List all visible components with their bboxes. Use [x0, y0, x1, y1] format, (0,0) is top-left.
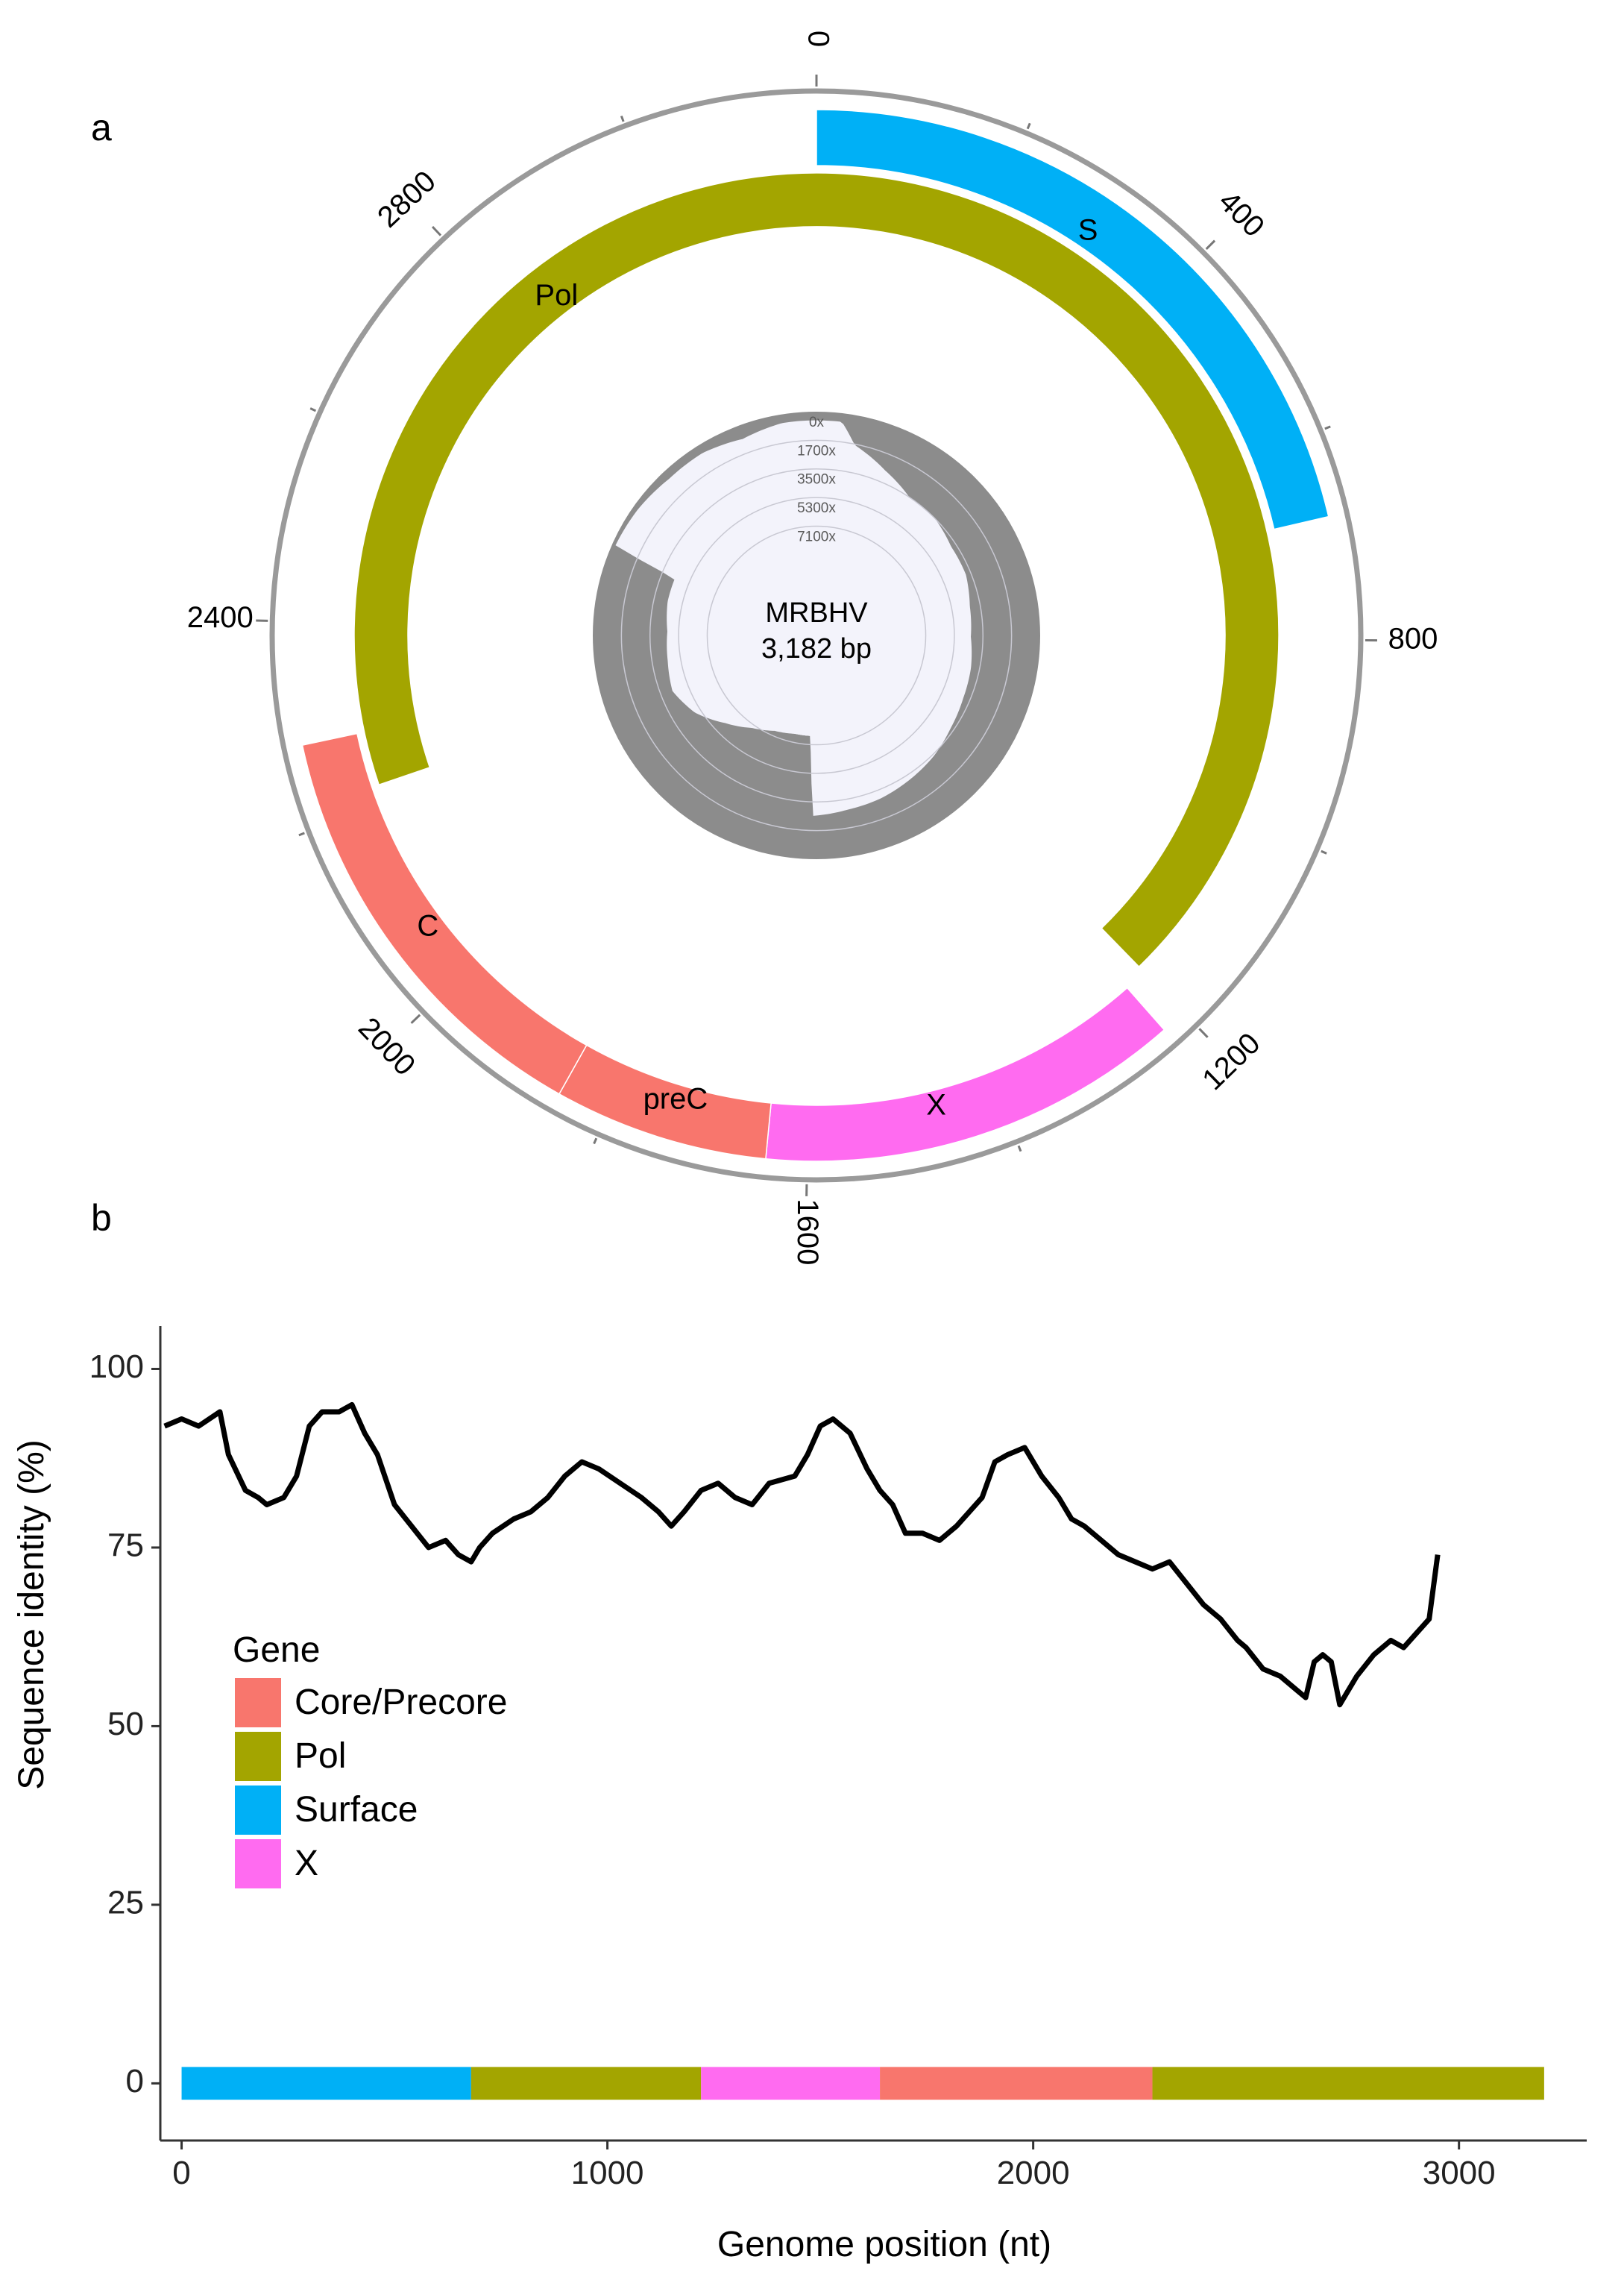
ring-tick: [1205, 239, 1216, 250]
coverage-grid-circle: [649, 468, 984, 803]
ring-tick-label: 800: [1388, 623, 1438, 656]
outer-ring: [269, 88, 1364, 1183]
coverage-ring-label: 7100x: [797, 529, 836, 544]
x-axis: 0 1000 2000 3000: [160, 2139, 1587, 2191]
ring-tick-label: 1600: [791, 1199, 824, 1265]
identity-line: [163, 1401, 1441, 1708]
x-tick-label: 2000: [997, 2155, 1070, 2191]
center-label-line: MRBHV: [765, 597, 868, 629]
center-label-line: 3,182 bp: [761, 633, 872, 665]
ring-tick: [431, 225, 442, 236]
coverage-grid-circle: [678, 497, 955, 774]
ring-tick: [620, 116, 625, 122]
ring-tick: [309, 407, 317, 412]
ring-tick-label: 2400: [187, 601, 254, 634]
y-tick-label: 50: [107, 1706, 144, 1742]
coverage-grid-circle: [706, 525, 927, 746]
identity-plot: 0 25 50 75 100 0 1000 2000 3000 Gene Core/Precor…: [12, 1326, 1587, 2264]
ring-tick: [1198, 1028, 1209, 1038]
ring-tick: [1017, 1145, 1022, 1152]
coverage-ring-label: 1700x: [797, 443, 836, 459]
x-axis-title: Genome position (nt): [717, 2225, 1051, 2264]
y-tick-label: 75: [107, 1527, 144, 1564]
gene-bar-segment: [1152, 2067, 1544, 2100]
identity-series-line: [163, 1401, 1441, 1708]
gene-label-pol: Pol: [535, 279, 578, 312]
y-tick-label: 100: [89, 1348, 144, 1385]
ring-tick: [410, 1014, 421, 1024]
legend-swatch: [235, 1786, 281, 1835]
coverage-track: 0x 1700x 3500x 5300x 7100x: [593, 412, 1040, 859]
legend-swatch: [235, 1839, 281, 1888]
gene-arc-c: [301, 732, 588, 1095]
gene-label-prec: preC: [643, 1083, 708, 1116]
legend: Gene Core/Precore Pol Surface X: [233, 1630, 507, 1888]
gene-arc-x: [765, 987, 1165, 1162]
legend-label: X: [295, 1844, 318, 1883]
ring-tick-label: 400: [1212, 185, 1271, 243]
gene-bar: [181, 2067, 1544, 2100]
panel-label-b: b: [91, 1197, 112, 1239]
gene-arcs: [301, 109, 1329, 1162]
legend-title: Gene: [233, 1630, 320, 1670]
ring-tick: [298, 832, 305, 837]
y-axis-title: Sequence identity (%): [12, 1439, 51, 1790]
ring-tick-label: 0: [802, 31, 834, 47]
coverage-ring-label: 5300x: [797, 500, 836, 516]
plot-area: [160, 1326, 1587, 2141]
x-tick-label: 0: [172, 2155, 190, 2191]
legend-label: Surface: [295, 1790, 418, 1830]
gene-bar-segment: [181, 2067, 471, 2100]
center-label: MRBHV 3,182 bp: [761, 597, 872, 665]
legend-label: Pol: [295, 1736, 346, 1776]
gene-arc-pol: [353, 172, 1280, 968]
y-tick-label: 25: [107, 1885, 144, 1921]
coverage-ring-label: 3500x: [797, 472, 836, 488]
gene-arc-s: [816, 109, 1329, 530]
gene-bar-segment: [701, 2067, 881, 2100]
y-tick-label: 0: [126, 2063, 144, 2099]
gene-label-c: C: [417, 909, 438, 942]
legend-swatch: [235, 1732, 281, 1781]
coverage-ring-label: 0x: [809, 415, 825, 430]
gene-bar-segment: [880, 2067, 1153, 2100]
gene-label-x: X: [926, 1088, 946, 1121]
ring-tick: [1321, 849, 1327, 855]
ring-tick-label: 2800: [371, 165, 442, 234]
legend-label: Core/Precore: [295, 1683, 507, 1722]
gene-label-s: S: [1078, 214, 1098, 247]
ring-tick: [1324, 425, 1331, 430]
x-tick-label: 3000: [1423, 2155, 1496, 2191]
gene-bar-segment: [470, 2067, 702, 2100]
coverage-grid-circle: [620, 439, 1013, 832]
y-axis: 0 25 50 75 100: [89, 1326, 162, 2141]
panel-label-a: a: [91, 107, 112, 148]
coverage-inner: [716, 535, 917, 736]
x-tick-label: 1000: [571, 2155, 644, 2191]
legend-swatch: [235, 1678, 281, 1727]
ring-tick: [593, 1137, 598, 1145]
ring-tick: [1026, 122, 1031, 130]
